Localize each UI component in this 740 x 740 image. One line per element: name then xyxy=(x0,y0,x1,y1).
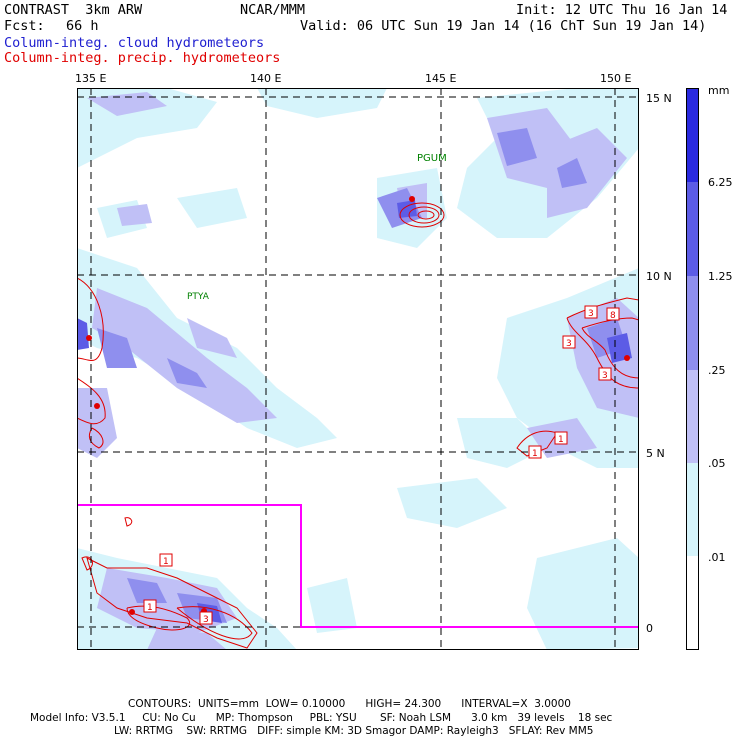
contour-label: 3 xyxy=(602,371,608,381)
contour-label: 1 xyxy=(163,557,169,567)
contour-label: 3 xyxy=(588,309,594,319)
colorbar-tick: .25 xyxy=(708,364,726,377)
station-pgum: PGUM xyxy=(417,153,447,164)
lon-label-145: 145 E xyxy=(425,72,457,85)
lat-label-5n: 5 N xyxy=(646,447,665,460)
lon-label-150: 150 E xyxy=(600,72,632,85)
contour-label: 1 xyxy=(147,603,153,613)
precip-field-title: Column-integ. precip. hydrometeors xyxy=(4,50,281,66)
nested-domain-box xyxy=(77,504,639,628)
colorbar-unit: mm xyxy=(708,84,730,97)
colorbar xyxy=(686,88,699,650)
contour-labels: 3 8 3 3 1 1 1 1 3 xyxy=(143,305,620,625)
colorbar-tick: .05 xyxy=(708,457,726,470)
lat-label-15n: 15 N xyxy=(646,92,672,105)
contour-info: CONTOURS: UNITS=mm LOW= 0.10000 HIGH= 24… xyxy=(128,698,571,710)
colorbar-segment-zero xyxy=(686,556,699,650)
precip-contours xyxy=(77,202,639,649)
org-label: NCAR/MMM xyxy=(240,2,306,18)
colorbar-segment-1.25 xyxy=(686,182,699,276)
lat-label-eq: 0 xyxy=(646,622,653,635)
lat-label-10n: 10 N xyxy=(646,270,672,283)
forecast-label: Fcst: xyxy=(4,18,45,34)
physics-info: LW: RRTMG SW: RRTMG DIFF: simple KM: 3D … xyxy=(114,725,594,737)
station-ptya: PTYA xyxy=(187,292,210,302)
colorbar-tick: 1.25 xyxy=(708,270,733,283)
colorbar-segment-6.25 xyxy=(686,88,699,182)
cloud-field-title: Column-integ. cloud hydrometeors xyxy=(4,35,265,51)
contour-label: 1 xyxy=(532,449,538,459)
map-frame xyxy=(77,88,639,650)
init-time: Init: 12 UTC Thu 16 Jan 14 xyxy=(516,2,728,18)
colorbar-segment-0.01 xyxy=(686,463,699,556)
colorbar-segment-0.25 xyxy=(686,276,699,370)
forecast-hour: 66 h xyxy=(66,18,99,34)
colorbar-tick: .01 xyxy=(708,551,726,564)
contour-label: 3 xyxy=(203,615,209,625)
lon-label-135: 135 E xyxy=(75,72,107,85)
model-info: Model Info: V3.5.1 CU: No Cu MP: Thompso… xyxy=(30,712,613,724)
model-title: CONTRAST 3km ARW xyxy=(4,2,143,18)
contour-label: 8 xyxy=(610,311,616,321)
cloud-field xyxy=(77,88,639,650)
hydrometeor-map: PGUM PTYA 3 8 3 3 1 1 1 1 3 xyxy=(77,88,639,650)
contour-label: 3 xyxy=(566,339,572,349)
valid-time: Valid: 06 UTC Sun 19 Jan 14 (16 ChT Sun … xyxy=(300,18,707,34)
colorbar-segment-0.05 xyxy=(686,370,699,463)
contour-label: 1 xyxy=(558,435,564,445)
lon-label-140: 140 E xyxy=(250,72,282,85)
colorbar-tick: 6.25 xyxy=(708,176,733,189)
